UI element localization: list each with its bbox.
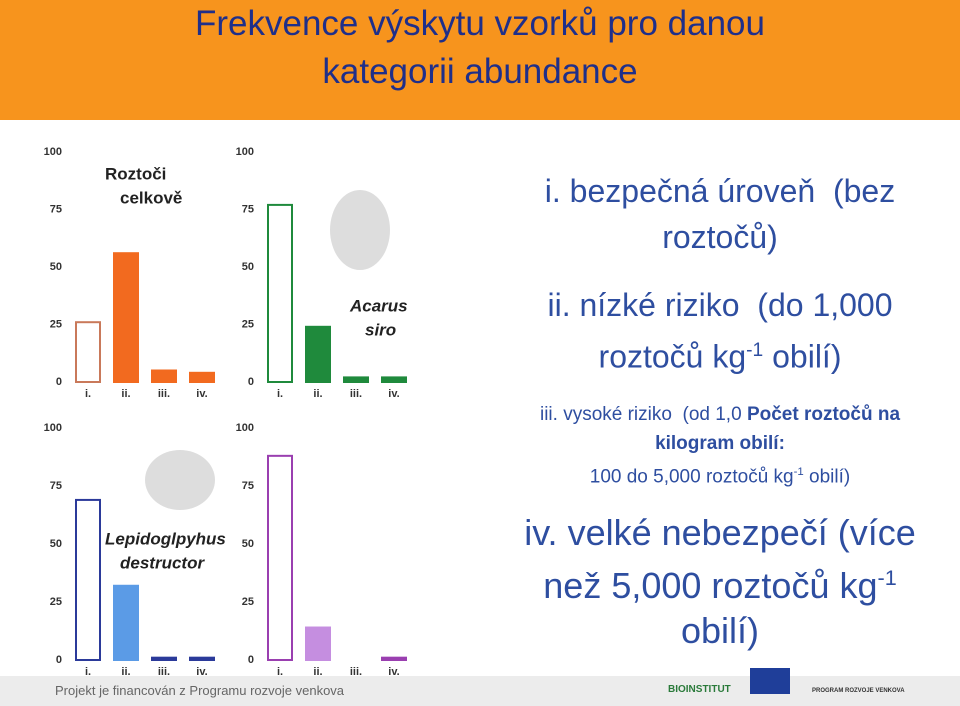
text-line: 100 do 5,000 roztočů kg-1 obilí) <box>480 458 960 491</box>
y-tick-label: 100 <box>236 146 254 158</box>
text-segment: obilí) <box>809 466 851 488</box>
x-tick-label: i. <box>85 388 91 400</box>
y-tick-label: 25 <box>50 318 62 330</box>
list-item: iv. velké nebezpečí (více než 5,000 rozto… <box>480 510 960 653</box>
bar <box>343 376 369 383</box>
bar <box>267 203 293 383</box>
logo-text: BIOINSTITUT <box>668 684 731 695</box>
y-tick-label: 25 <box>242 596 254 608</box>
x-tick-label: ii. <box>121 666 130 676</box>
y-tick-label: 0 <box>248 654 254 666</box>
text-line: roztočů) <box>480 214 960 260</box>
charts: 0 25 50 75 100 i. ii. iii. iv. Roztoči celkově 0 25 5… <box>44 146 408 676</box>
text-segment: obilí) <box>680 610 760 651</box>
x-tick-label: iii. <box>350 388 362 400</box>
logo-text: PROGRAM ROZVOJE VENKOVA <box>812 688 905 694</box>
footer-text: Projekt je financován z Programu rozvoje… <box>55 683 345 698</box>
y-tick-label: 100 <box>236 422 254 434</box>
text-line: kilogram obilí: <box>480 429 960 458</box>
chart-annotation: destructor <box>120 553 205 572</box>
bar <box>75 321 101 384</box>
x-tick-label: ii. <box>313 388 322 400</box>
y-tick-label: 100 <box>44 422 62 434</box>
bar <box>113 584 139 662</box>
y-tick-label: 0 <box>56 376 62 388</box>
list-item: ii. nízké riziko (do 1,000 roztočů kg-1 o… <box>480 282 960 380</box>
text-line: roztočů kg-1 obilí) <box>480 328 960 380</box>
x-tick-label: ii. <box>313 666 322 676</box>
text-segment: ii. nízké riziko (do 1,000 <box>547 287 893 323</box>
x-tick-label: iv. <box>388 388 399 400</box>
text-segment: než 5,000 roztočů kg <box>543 565 878 606</box>
text-line: obilí) <box>480 608 960 653</box>
chart-annotation: Acarus <box>349 296 408 315</box>
text-segment: roztočů) <box>662 219 778 255</box>
bar <box>151 369 177 383</box>
y-tick-label: 75 <box>50 480 62 492</box>
x-tick-label: i. <box>85 666 91 676</box>
text-line: i. bezpečná úroveň (bez <box>480 168 960 214</box>
bar <box>189 656 215 661</box>
bar <box>189 371 215 383</box>
y-tick-label: 0 <box>248 376 254 388</box>
mite-image <box>145 450 215 510</box>
bar <box>305 626 331 662</box>
x-tick-label: i. <box>277 666 283 676</box>
y-tick-label: 75 <box>242 203 254 215</box>
chart-annotation: Lepidoglpyhus <box>105 529 226 548</box>
y-tick-label: 50 <box>242 261 254 273</box>
chart-annotation: celkově <box>120 188 182 207</box>
footer: Projekt je financován z Programu rozvoje… <box>0 668 960 706</box>
text-segment: i. bezpečná úroveň (bez <box>544 173 896 209</box>
list-item: i. bezpečná úroveň (bez roztočů) <box>480 168 960 260</box>
x-tick-label: iv. <box>196 388 207 400</box>
bar <box>75 498 101 662</box>
superscript: -1 <box>877 565 897 590</box>
x-tick-label: ii. <box>121 388 130 400</box>
y-tick-label: 50 <box>50 261 62 273</box>
text-line: iv. velké nebezpečí (více <box>480 510 960 555</box>
header-band: Frekvence výskytu vzorků pro danou kateg… <box>0 0 960 120</box>
bar <box>151 656 177 661</box>
title-line: Frekvence výskytu vzorků pro danou <box>195 4 765 43</box>
text-line: iii. vysoké riziko (od 1,0 Počet roztočů… <box>480 400 960 429</box>
text-segment: kilogram obilí: <box>655 433 785 454</box>
x-tick-label: iv. <box>388 666 399 676</box>
bar <box>305 325 331 383</box>
text-segment: 100 do 5,000 roztočů kg <box>589 466 794 488</box>
mite-image <box>330 190 390 270</box>
text-segment: Počet roztočů na <box>746 404 901 425</box>
chart-annotation: Roztoči <box>105 164 166 183</box>
x-tick-label: iii. <box>350 666 362 676</box>
y-tick-label: 25 <box>50 596 62 608</box>
x-tick-label: iii. <box>158 388 170 400</box>
chart-annotation: siro <box>365 320 396 339</box>
eu-flag <box>750 668 790 694</box>
x-tick-label: iii. <box>158 666 170 676</box>
y-tick-label: 75 <box>242 480 254 492</box>
y-tick-label: 50 <box>242 538 254 550</box>
bar <box>267 454 293 661</box>
y-tick-label: 75 <box>50 203 62 215</box>
y-tick-label: 25 <box>242 318 254 330</box>
text-segment: iii. vysoké riziko (od 1,0 <box>539 404 742 425</box>
x-tick-label: i. <box>277 388 283 400</box>
superscript: -1 <box>793 466 804 478</box>
y-tick-label: 0 <box>56 654 62 666</box>
text-segment: iv. velké nebezpečí (více <box>524 512 916 553</box>
text-segment: obilí) <box>772 338 842 375</box>
y-tick-label: 100 <box>44 146 62 158</box>
y-tick-label: 50 <box>50 538 62 550</box>
text-line: než 5,000 roztočů kg-1 <box>480 555 960 608</box>
text-segment: roztočů kg <box>598 338 747 375</box>
bar <box>113 252 139 383</box>
bar <box>381 376 407 383</box>
superscript: -1 <box>746 340 764 361</box>
list-item: iii. vysoké riziko (od 1,0 Počet roztočů… <box>480 400 960 491</box>
text-line: ii. nízké riziko (do 1,000 <box>480 282 960 328</box>
bar <box>381 656 407 661</box>
x-tick-label: iv. <box>196 666 207 676</box>
title-line: kategorii abundance <box>322 52 638 91</box>
